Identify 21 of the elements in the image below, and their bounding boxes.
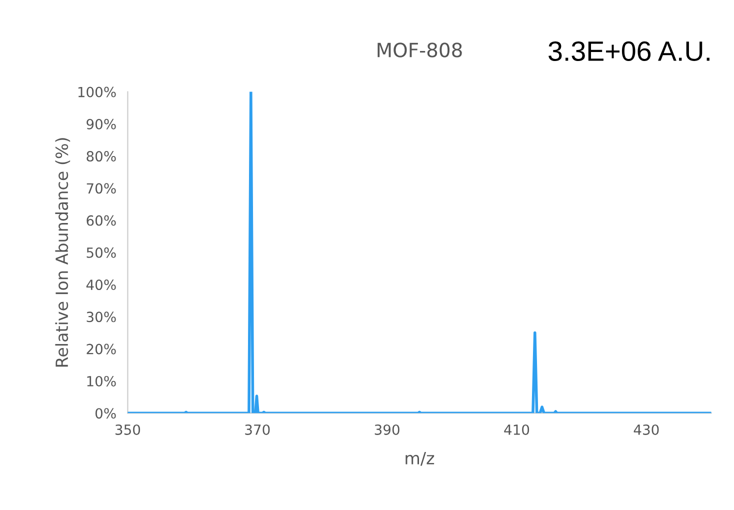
y-tick-label: 80% bbox=[86, 151, 116, 162]
y-axis-title: Relative Ion Abundance (%) bbox=[55, 138, 70, 367]
x-axis-title: m/z bbox=[406, 452, 434, 466]
x-tick-label: 410 bbox=[504, 424, 530, 435]
x-tick-label: 390 bbox=[374, 424, 400, 435]
x-tick-label: 370 bbox=[245, 424, 270, 435]
x-tick-label: 350 bbox=[116, 424, 140, 435]
x-tick-label: 430 bbox=[634, 424, 659, 435]
y-tick-label: 30% bbox=[86, 312, 116, 322]
y-tick-label: 40% bbox=[86, 280, 116, 290]
y-tick-label: 20% bbox=[86, 344, 116, 354]
text: 3.3E+06 A.U. bbox=[548, 41, 710, 62]
y-tick-label: 50% bbox=[86, 247, 116, 258]
y-tick-label: 60% bbox=[86, 215, 116, 226]
y-tick-label: 70% bbox=[86, 183, 116, 194]
y-tick-label: 100% bbox=[78, 86, 116, 98]
y-tick-label: 0% bbox=[95, 408, 116, 419]
y-tick-label: 10% bbox=[87, 376, 116, 386]
chart-title: MOF-808 bbox=[378, 42, 462, 58]
line-series bbox=[128, 92, 712, 414]
y-tick-label: 90% bbox=[86, 118, 116, 130]
